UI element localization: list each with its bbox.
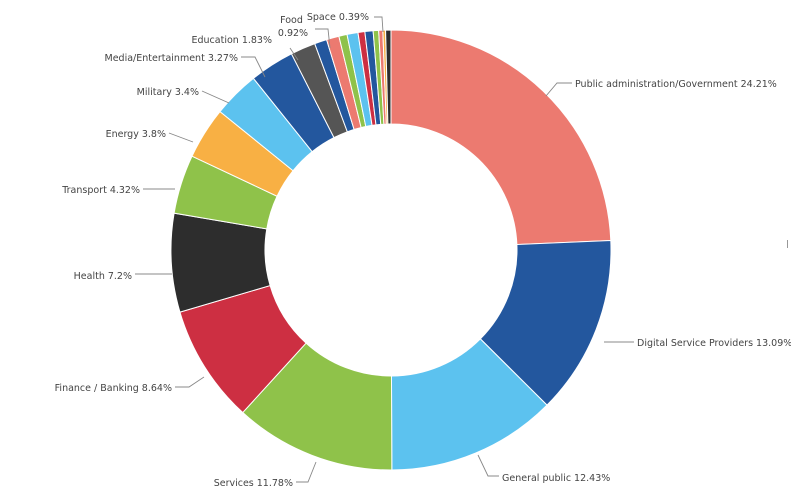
label-services: Services 11.78% — [214, 478, 293, 489]
leader-energy — [168, 132, 194, 143]
donut-slices — [170, 29, 612, 471]
label-digital-service-providers: Digital Service Providers 13.09% — [637, 338, 791, 349]
label-food-percent: 0.92% — [278, 28, 308, 39]
label-finance-banking: Finance / Banking 8.64% — [55, 383, 172, 394]
leader-military — [201, 90, 230, 104]
leader-services — [296, 461, 317, 483]
label-media-entertainment: Media/Entertainment 3.27% — [105, 53, 238, 64]
leader-space — [374, 16, 384, 33]
leader-finance-banking — [175, 376, 205, 388]
label-education: Education 1.83% — [192, 35, 273, 46]
leader-public-administration — [545, 82, 572, 97]
edge-tick-mark: | — [786, 239, 789, 248]
label-space: Space 0.39% — [307, 12, 369, 23]
leader-food — [315, 28, 331, 49]
donut-hole — [265, 124, 517, 376]
label-food-name: Food — [280, 15, 303, 26]
label-public-administration: Public administration/Government 24.21% — [575, 79, 777, 90]
leader-general-public — [477, 454, 499, 477]
label-food: Food 0.92% — [278, 15, 308, 39]
slice-labels: Public administration/Government 24.21% … — [55, 12, 791, 489]
label-general-public: General public 12.43% — [502, 473, 610, 484]
label-energy: Energy 3.8% — [106, 129, 166, 140]
leader-media-entertainment — [241, 56, 266, 78]
label-military: Military 3.4% — [137, 87, 199, 98]
label-transport: Transport 4.32% — [61, 185, 140, 196]
label-leader-lines — [135, 16, 634, 483]
leader-education — [289, 47, 299, 61]
label-health: Health 7.2% — [74, 271, 132, 282]
